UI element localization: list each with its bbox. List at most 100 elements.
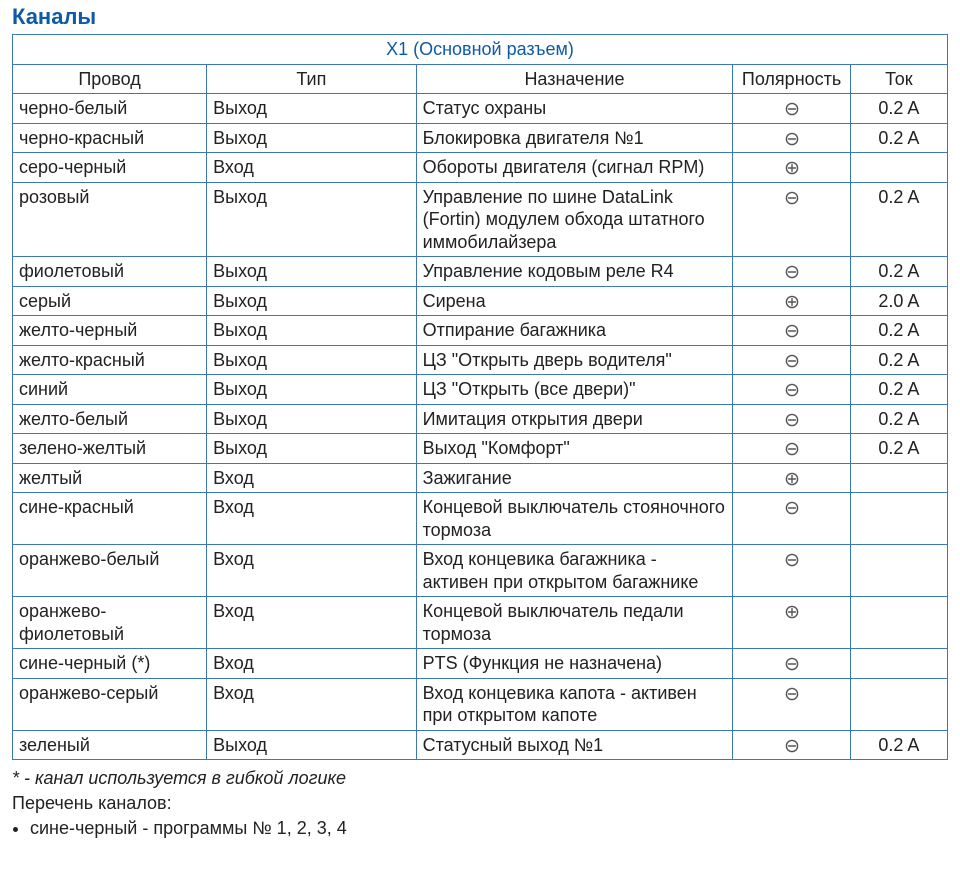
table-row: синийВыходЦЗ "Открыть (все двери)"0.2 A bbox=[13, 375, 948, 405]
table-row: черно-белыйВыходСтатус охраны 0.2 A bbox=[13, 94, 948, 124]
cell-current bbox=[850, 649, 947, 679]
table-row: желтыйВходЗажигание bbox=[13, 463, 948, 493]
plus-icon bbox=[785, 605, 799, 619]
cell-polarity bbox=[733, 375, 851, 405]
cell-purpose: PTS (Функция не назначена) bbox=[416, 649, 733, 679]
cell-type: Выход bbox=[207, 123, 416, 153]
cell-purpose: Выход "Комфорт" bbox=[416, 434, 733, 464]
footnote-asterisk: * - канал используется в гибкой логике bbox=[12, 766, 948, 791]
cell-type: Выход bbox=[207, 730, 416, 760]
table-row: серо-черныйВходОбороты двигателя (сигнал… bbox=[13, 153, 948, 183]
table-row: серыйВыходСирена2.0 A bbox=[13, 286, 948, 316]
cell-current: 0.2 A bbox=[850, 345, 947, 375]
cell-polarity bbox=[733, 316, 851, 346]
footnote-item: сине-черный - программы № 1, 2, 3, 4 bbox=[30, 816, 948, 841]
section-title: Каналы bbox=[12, 4, 948, 30]
cell-polarity bbox=[733, 678, 851, 730]
cell-wire: зелено-желтый bbox=[13, 434, 207, 464]
cell-current bbox=[850, 463, 947, 493]
cell-current bbox=[850, 153, 947, 183]
cell-wire: синий bbox=[13, 375, 207, 405]
cell-purpose: Обороты двигателя (сигнал RPM) bbox=[416, 153, 733, 183]
cell-type: Вход bbox=[207, 493, 416, 545]
table-row: оранжево-белыйВходВход концевика багажни… bbox=[13, 545, 948, 597]
cell-wire: розовый bbox=[13, 182, 207, 257]
table-row: зеленыйВыходСтатусный выход №10.2 A bbox=[13, 730, 948, 760]
cell-purpose: Вход концевика багажника - активен при о… bbox=[416, 545, 733, 597]
cell-type: Вход bbox=[207, 463, 416, 493]
minus-icon bbox=[785, 191, 799, 205]
minus-icon bbox=[785, 102, 799, 116]
cell-purpose: Отпирание багажника bbox=[416, 316, 733, 346]
cell-purpose: Управление по шине DataLink (Fortin) мод… bbox=[416, 182, 733, 257]
cell-wire: оранжево-серый bbox=[13, 678, 207, 730]
cell-current: 0.2 A bbox=[850, 257, 947, 287]
table-row: желто-красныйВыходЦЗ "Открыть дверь води… bbox=[13, 345, 948, 375]
minus-icon bbox=[785, 739, 799, 753]
cell-polarity bbox=[733, 123, 851, 153]
cell-type: Вход bbox=[207, 649, 416, 679]
cell-purpose: ЦЗ "Открыть (все двери)" bbox=[416, 375, 733, 405]
cell-polarity bbox=[733, 94, 851, 124]
table-row: сине-черный (*)ВходPTS (Функция не назна… bbox=[13, 649, 948, 679]
cell-wire: желто-черный bbox=[13, 316, 207, 346]
table-row: розовыйВыходУправление по шине DataLink … bbox=[13, 182, 948, 257]
minus-icon bbox=[785, 383, 799, 397]
cell-wire: оранжево-фиолетовый bbox=[13, 597, 207, 649]
minus-icon bbox=[785, 413, 799, 427]
cell-wire: желтый bbox=[13, 463, 207, 493]
cell-purpose: Статус охраны bbox=[416, 94, 733, 124]
col-header-purpose: Назначение bbox=[416, 64, 733, 94]
cell-type: Вход bbox=[207, 597, 416, 649]
cell-current: 2.0 A bbox=[850, 286, 947, 316]
cell-type: Выход bbox=[207, 404, 416, 434]
cell-wire: желто-белый bbox=[13, 404, 207, 434]
plus-icon bbox=[785, 472, 799, 486]
cell-wire: зеленый bbox=[13, 730, 207, 760]
table-row: оранжево-фиолетовыйВходКонцевой выключат… bbox=[13, 597, 948, 649]
cell-current: 0.2 A bbox=[850, 94, 947, 124]
cell-current: 0.2 A bbox=[850, 730, 947, 760]
col-header-current: Ток bbox=[850, 64, 947, 94]
table-row: черно-красныйВыходБлокировка двигателя №… bbox=[13, 123, 948, 153]
cell-purpose: Сирена bbox=[416, 286, 733, 316]
cell-polarity bbox=[733, 649, 851, 679]
plus-icon bbox=[785, 161, 799, 175]
table-row: зелено-желтыйВыходВыход "Комфорт"0.2 A bbox=[13, 434, 948, 464]
cell-polarity bbox=[733, 257, 851, 287]
cell-wire: сине-черный (*) bbox=[13, 649, 207, 679]
cell-polarity bbox=[733, 404, 851, 434]
cell-polarity bbox=[733, 545, 851, 597]
cell-type: Вход bbox=[207, 678, 416, 730]
cell-type: Вход bbox=[207, 545, 416, 597]
cell-type: Выход bbox=[207, 257, 416, 287]
minus-icon bbox=[785, 501, 799, 515]
cell-purpose: Вход концевика капота - активен при откр… bbox=[416, 678, 733, 730]
cell-type: Выход bbox=[207, 286, 416, 316]
minus-icon bbox=[785, 687, 799, 701]
cell-polarity bbox=[733, 597, 851, 649]
cell-purpose: Концевой выключатель стояночного тормоза bbox=[416, 493, 733, 545]
cell-wire: черно-белый bbox=[13, 94, 207, 124]
cell-current: 0.2 A bbox=[850, 182, 947, 257]
cell-current: 0.2 A bbox=[850, 316, 947, 346]
footnotes: * - канал используется в гибкой логике П… bbox=[12, 766, 948, 842]
cell-purpose: Концевой выключатель педали тормоза bbox=[416, 597, 733, 649]
cell-polarity bbox=[733, 345, 851, 375]
cell-polarity bbox=[733, 730, 851, 760]
table-row: фиолетовыйВыходУправление кодовым реле R… bbox=[13, 257, 948, 287]
cell-current: 0.2 A bbox=[850, 434, 947, 464]
minus-icon bbox=[785, 265, 799, 279]
minus-icon bbox=[785, 657, 799, 671]
cell-type: Выход bbox=[207, 345, 416, 375]
cell-purpose: ЦЗ "Открыть дверь водителя" bbox=[416, 345, 733, 375]
cell-current: 0.2 A bbox=[850, 375, 947, 405]
cell-current: 0.2 A bbox=[850, 123, 947, 153]
cell-wire: желто-красный bbox=[13, 345, 207, 375]
cell-current bbox=[850, 678, 947, 730]
col-header-wire: Провод bbox=[13, 64, 207, 94]
minus-icon bbox=[785, 354, 799, 368]
cell-polarity bbox=[733, 434, 851, 464]
cell-current: 0.2 A bbox=[850, 404, 947, 434]
cell-type: Выход bbox=[207, 94, 416, 124]
